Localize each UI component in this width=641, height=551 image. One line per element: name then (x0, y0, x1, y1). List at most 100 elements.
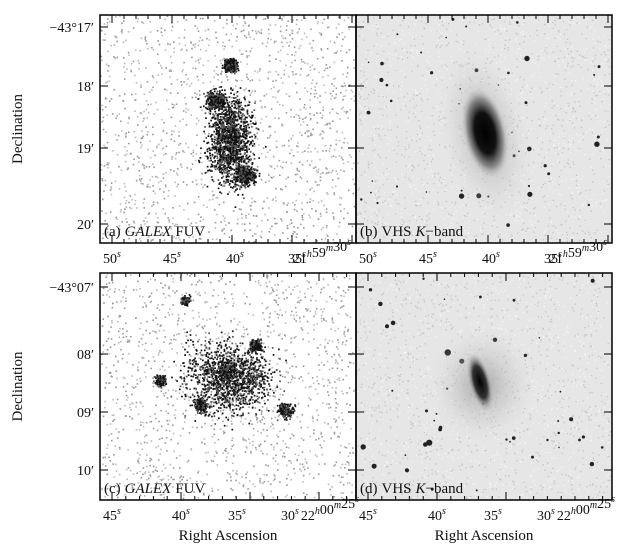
noise (293, 46, 296, 49)
noise (341, 131, 344, 134)
noise (409, 230, 412, 232)
noise (545, 47, 547, 49)
noise (106, 81, 109, 83)
emission (244, 134, 247, 136)
emission (224, 118, 227, 121)
emission (252, 114, 254, 117)
emission (231, 146, 234, 149)
noise (269, 149, 271, 151)
noise (194, 43, 197, 45)
emission (226, 173, 229, 176)
noise (396, 198, 398, 200)
noise (446, 28, 448, 30)
emission (213, 104, 215, 107)
emission (246, 176, 249, 178)
emission (216, 146, 218, 149)
noise (165, 67, 167, 69)
noise (112, 150, 114, 152)
emission (245, 142, 248, 144)
emission (230, 109, 233, 111)
noise (225, 33, 228, 36)
emission (232, 137, 235, 139)
emission (246, 151, 248, 153)
noise (443, 178, 445, 180)
noise (190, 153, 193, 155)
noise (371, 221, 373, 223)
emission (218, 104, 221, 107)
emission (229, 157, 232, 160)
emission (235, 68, 237, 71)
noise (287, 53, 289, 55)
noise (293, 231, 296, 233)
noise (285, 178, 288, 180)
emission (246, 167, 249, 170)
noise (243, 223, 246, 225)
emission (222, 99, 225, 102)
noise (408, 138, 410, 140)
emission (229, 158, 232, 161)
noise (204, 132, 206, 135)
noise (164, 49, 167, 51)
noise (290, 109, 292, 111)
noise (561, 180, 563, 182)
emission (243, 153, 246, 155)
noise (345, 76, 348, 78)
emission (235, 180, 238, 182)
noise (130, 207, 133, 210)
noise (197, 30, 200, 33)
noise (161, 34, 164, 37)
noise (596, 229, 598, 231)
emission (219, 119, 221, 122)
noise (276, 101, 279, 103)
noise (244, 20, 246, 23)
emission (211, 149, 213, 151)
emission (220, 167, 223, 169)
emission (241, 115, 244, 118)
emission (234, 116, 237, 118)
emission (220, 140, 223, 143)
noise (144, 38, 146, 40)
emission (221, 89, 224, 91)
noise (228, 39, 231, 41)
emission (228, 106, 231, 109)
noise (410, 71, 413, 73)
noise (104, 184, 107, 187)
emission (203, 140, 205, 143)
noise (565, 103, 567, 105)
noise (156, 108, 159, 111)
noise (330, 171, 333, 174)
emission (251, 145, 254, 147)
noise (388, 203, 390, 206)
noise (489, 24, 491, 26)
noise (260, 105, 263, 108)
emission (230, 141, 232, 144)
noise (345, 51, 348, 54)
noise (258, 79, 261, 82)
noise (376, 63, 378, 65)
emission (238, 115, 240, 118)
noise (607, 111, 609, 113)
noise (105, 63, 108, 66)
emission (224, 63, 226, 66)
noise (261, 107, 263, 109)
noise (201, 173, 204, 175)
noise (105, 98, 107, 100)
noise (608, 66, 611, 68)
emission (256, 169, 258, 172)
noise (565, 41, 567, 44)
emission (249, 120, 252, 123)
noise (291, 30, 294, 32)
noise (563, 142, 565, 144)
emission (218, 107, 221, 110)
noise (434, 173, 436, 175)
noise (152, 150, 154, 152)
noise (271, 225, 273, 228)
noise (462, 216, 464, 219)
noise (419, 225, 422, 228)
noise (140, 137, 143, 140)
noise (152, 76, 154, 78)
emission (245, 183, 247, 186)
noise (420, 87, 423, 90)
noise (508, 39, 511, 41)
noise (332, 179, 334, 181)
